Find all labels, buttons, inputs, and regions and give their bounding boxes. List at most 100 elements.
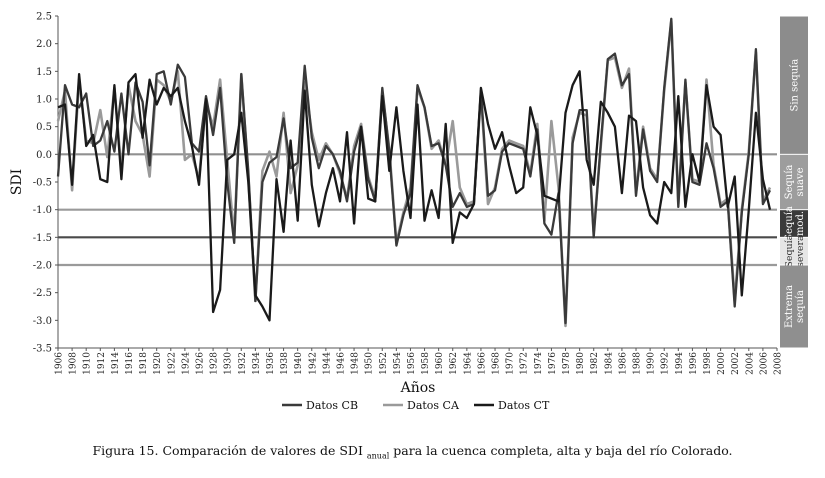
x-tick-label: 1952 <box>379 352 389 375</box>
band-label: Sequíamod. <box>784 206 806 241</box>
band-label: Sin sequía <box>790 59 801 112</box>
y-tick-label: -3.0 <box>33 316 52 327</box>
y-tick-label: 0.5 <box>36 122 52 133</box>
x-tick-label: 1928 <box>210 352 220 375</box>
y-tick-label: 2.0 <box>36 39 52 50</box>
x-tick-label: 1994 <box>675 352 685 375</box>
x-tick-label: 1914 <box>111 352 121 375</box>
caption-suffix: para la cuenca completa, alta y baja del… <box>393 443 733 458</box>
band-rect <box>780 210 808 237</box>
legend-item: Datos CT <box>474 399 550 412</box>
x-tick-label: 1912 <box>97 352 107 375</box>
x-tick-label: 1950 <box>365 352 375 375</box>
legend-item: Datos CA <box>383 399 460 412</box>
x-tick-label: 1964 <box>463 352 473 375</box>
y-tick-label: -2.0 <box>33 261 52 272</box>
y-tick-label: 1.5 <box>36 67 52 78</box>
x-tick-label: 1996 <box>689 352 699 375</box>
x-tick-label: 1920 <box>153 352 163 375</box>
y-axis-title: SDI <box>9 169 25 195</box>
threshold-lines <box>58 153 777 267</box>
series-lines <box>56 17 772 328</box>
x-tick-label: 1956 <box>407 352 417 375</box>
legend-label: Datos CB <box>306 399 358 412</box>
x-tick-label: 1930 <box>224 352 234 375</box>
x-tick-label: 1998 <box>703 352 713 375</box>
x-tick-label: 1922 <box>167 352 177 375</box>
x-tick-label: 1940 <box>294 352 304 375</box>
x-tick-label: 1970 <box>506 352 516 375</box>
x-tick-label: 1986 <box>618 352 628 375</box>
x-tick-label: 1962 <box>449 352 459 375</box>
x-tick-label: 1942 <box>308 352 318 375</box>
band-4: Extremasequía <box>780 265 808 348</box>
x-tick-label: 1982 <box>590 352 600 375</box>
x-tick-label: 1958 <box>421 352 431 375</box>
legend-item: Datos CB <box>282 399 358 412</box>
x-tick-label: 1938 <box>280 352 290 375</box>
legend-label: Datos CA <box>407 399 460 412</box>
band-label: Extremasequía <box>784 285 806 328</box>
x-tick-label: 1926 <box>195 352 205 375</box>
x-tick-label: 1944 <box>322 352 332 375</box>
y-tick-label: -1.0 <box>33 205 52 216</box>
y-tick-labels: 2.5 2.0 1.5 1.0 0.5 0.0 -0.5 -1.0 -1.5 -2.0 -2.5 -3… <box>33 12 58 355</box>
y-tick-label: -3.5 <box>33 344 52 355</box>
caption-prefix: Figura 15. Comparación de valores de SDI <box>92 443 363 458</box>
x-tick-labels: 1906 1908 1910 1912 1914 1916 1918 1920 1922 1924… <box>55 348 784 375</box>
x-tick-label: 1946 <box>336 352 346 375</box>
x-tick-label: 1918 <box>139 352 149 375</box>
band-1: Sequíasuave <box>780 154 808 210</box>
y-tick-label: -2.5 <box>33 288 52 299</box>
x-tick-label: 1924 <box>181 352 191 375</box>
x-tick-label: 1960 <box>435 352 445 375</box>
caption-subscript: anual <box>366 451 390 461</box>
x-tick-label: 1934 <box>252 352 262 375</box>
x-tick-label: 1992 <box>661 352 671 375</box>
y-tick-label: -0.5 <box>33 178 52 189</box>
y-tick-label: -1.5 <box>33 233 52 244</box>
axes <box>57 16 777 349</box>
band-rect <box>780 237 808 265</box>
x-tick-label: 1972 <box>520 352 530 375</box>
band-0: Sin sequía <box>780 16 808 154</box>
legend: Datos CB Datos CA Datos CT <box>282 399 550 412</box>
x-tick-label: 1976 <box>548 352 558 375</box>
y-tick-label: 1.0 <box>36 95 52 106</box>
x-tick-label: 1906 <box>55 352 65 375</box>
x-tick-label: 1984 <box>604 352 614 375</box>
x-tick-label: 1936 <box>266 352 276 375</box>
x-axis-title: Años <box>400 380 436 396</box>
x-tick-label: 2002 <box>731 352 741 375</box>
x-tick-label: 1948 <box>351 352 361 375</box>
y-tick-label: 2.5 <box>36 12 52 23</box>
x-tick-label: 1980 <box>576 352 586 375</box>
band-label: Sequíasevera <box>784 234 806 267</box>
figure-caption: Figura 15. Comparación de valores de SDI… <box>0 443 825 461</box>
x-tick-label: 1954 <box>393 352 403 375</box>
drought-category-bands: Sin sequía Sequíasuave Sequíamod.Sequíasev… <box>780 16 808 348</box>
x-tick-label: 2004 <box>745 352 755 375</box>
band-rect <box>780 265 808 348</box>
y-tick-label: 0.0 <box>36 150 52 161</box>
x-tick-label: 2008 <box>774 352 784 375</box>
x-tick-label: 2006 <box>759 352 769 375</box>
series-line-datos-cb <box>56 17 772 325</box>
x-tick-label: 1932 <box>238 352 248 375</box>
x-tick-label: 2000 <box>717 352 727 375</box>
x-tick-label: 1978 <box>562 352 572 375</box>
x-tick-label: 1908 <box>69 352 79 375</box>
legend-label: Datos CT <box>498 399 550 412</box>
band-rect <box>780 16 808 154</box>
band-rect <box>780 154 808 210</box>
x-tick-label: 1968 <box>492 352 502 375</box>
x-tick-label: 1910 <box>83 352 93 375</box>
series-line-datos-ct <box>57 70 772 322</box>
x-tick-label: 1990 <box>647 352 657 375</box>
x-tick-label: 1988 <box>633 352 643 375</box>
band-3: Sequíasevera <box>780 234 808 268</box>
x-tick-label: 1974 <box>534 352 544 375</box>
band-label: Sequíasuave <box>784 165 806 200</box>
x-tick-label: 1966 <box>477 352 487 375</box>
